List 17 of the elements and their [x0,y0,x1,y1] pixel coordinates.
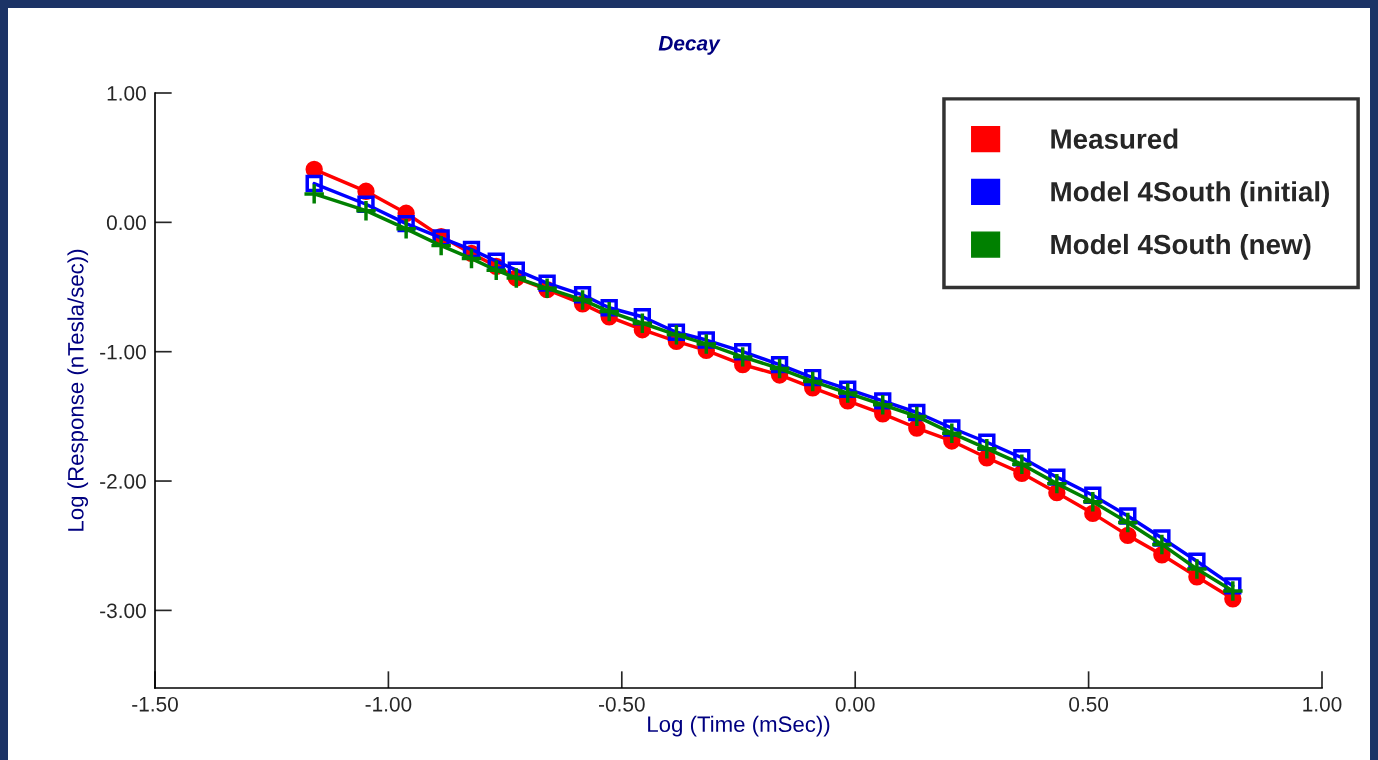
chart-title: Decay [658,36,721,55]
legend-label: Measured [1051,128,1178,149]
x-tick-label: 0.00 [835,696,875,712]
y-tick-label: 0.00 [106,215,146,231]
y-tick-label: -3.00 [100,603,146,619]
legend-label: Model 4South (initial) [1051,181,1329,208]
x-axis-title: Log (Time (mSec)) [648,715,830,737]
y-tick-label: -1.00 [100,344,146,360]
x-tick-label: -1.00 [365,696,412,712]
y-axis-title: Log (Response (nTesla/sec)) [67,249,89,531]
x-tick-label: 0.50 [1069,696,1109,712]
x-tick-label: -1.50 [132,696,178,712]
y-tick-label: 1.00 [107,86,146,101]
legend-label: Model 4South (new) [1051,233,1311,260]
x-tick-label: 1.00 [1303,696,1342,712]
x-tick-label: -0.50 [598,696,645,712]
y-tick-label: -2.00 [100,474,146,489]
